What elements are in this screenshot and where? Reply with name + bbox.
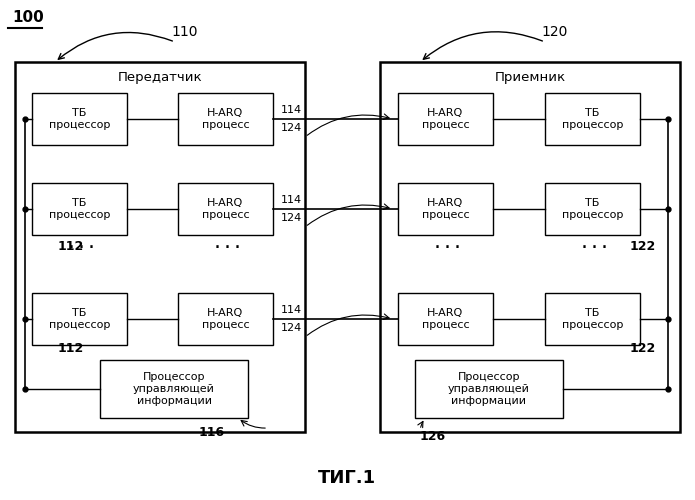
Bar (398, 293, 493, 345)
Text: 116: 116 (199, 426, 225, 440)
Text: 114: 114 (281, 305, 302, 315)
Text: ТБ
процессор: ТБ процессор (49, 198, 111, 220)
Bar (415, 360, 563, 418)
Text: 114: 114 (281, 105, 302, 115)
Text: ·: · (234, 238, 240, 258)
Bar (178, 93, 273, 145)
Text: 124: 124 (281, 123, 302, 133)
Text: Процессор
управляющей
информации: Процессор управляющей информации (133, 372, 215, 406)
Text: H-ARQ
процесс: H-ARQ процесс (202, 198, 250, 220)
Text: H-ARQ
процесс: H-ARQ процесс (202, 108, 250, 130)
Text: ·: · (434, 238, 441, 258)
Text: ТБ
процессор: ТБ процессор (562, 198, 623, 220)
Text: ТБ
процессор: ТБ процессор (562, 308, 623, 330)
Bar (15, 62, 305, 432)
Text: ·: · (78, 238, 85, 258)
Text: ТБ
процессор: ТБ процессор (49, 308, 111, 330)
Text: Приемник: Приемник (494, 70, 566, 84)
Text: 110: 110 (172, 25, 198, 39)
Text: ·: · (591, 238, 598, 258)
Bar (398, 183, 493, 235)
Text: H-ARQ
процесс: H-ARQ процесс (422, 108, 469, 130)
Bar (32, 183, 127, 235)
Text: ТБ
процессор: ТБ процессор (49, 108, 111, 130)
Bar (32, 93, 127, 145)
Text: ·: · (580, 238, 587, 258)
Text: ·: · (443, 238, 450, 258)
Text: 100: 100 (12, 10, 44, 26)
Bar (545, 293, 640, 345)
Bar (545, 93, 640, 145)
Bar (380, 62, 680, 432)
Bar (100, 360, 248, 418)
Text: Передатчик: Передатчик (117, 70, 202, 84)
Text: ·: · (88, 238, 95, 258)
Text: ·: · (67, 238, 74, 258)
Text: ·: · (224, 238, 231, 258)
Text: 112: 112 (58, 342, 84, 354)
Text: 122: 122 (630, 240, 656, 254)
Text: H-ARQ
процесс: H-ARQ процесс (422, 308, 469, 330)
Bar (178, 293, 273, 345)
Text: H-ARQ
процесс: H-ARQ процесс (422, 198, 469, 220)
Bar (178, 183, 273, 235)
Text: ТБ
процессор: ТБ процессор (562, 108, 623, 130)
Text: ·: · (454, 238, 461, 258)
Text: 120: 120 (542, 25, 569, 39)
Text: H-ARQ
процесс: H-ARQ процесс (202, 308, 250, 330)
Bar (545, 183, 640, 235)
Text: 126: 126 (420, 430, 446, 442)
Text: 114: 114 (281, 195, 302, 205)
Bar (32, 293, 127, 345)
Text: 124: 124 (281, 213, 302, 223)
Text: 124: 124 (281, 323, 302, 333)
Text: Процессор
управляющей
информации: Процессор управляющей информации (448, 372, 530, 406)
Text: ΤИГ.1: ΤИГ.1 (318, 469, 376, 487)
Text: ·: · (213, 238, 220, 258)
Text: 122: 122 (630, 342, 656, 354)
Bar (398, 93, 493, 145)
Text: ·: · (600, 238, 607, 258)
Text: 112: 112 (58, 240, 84, 254)
